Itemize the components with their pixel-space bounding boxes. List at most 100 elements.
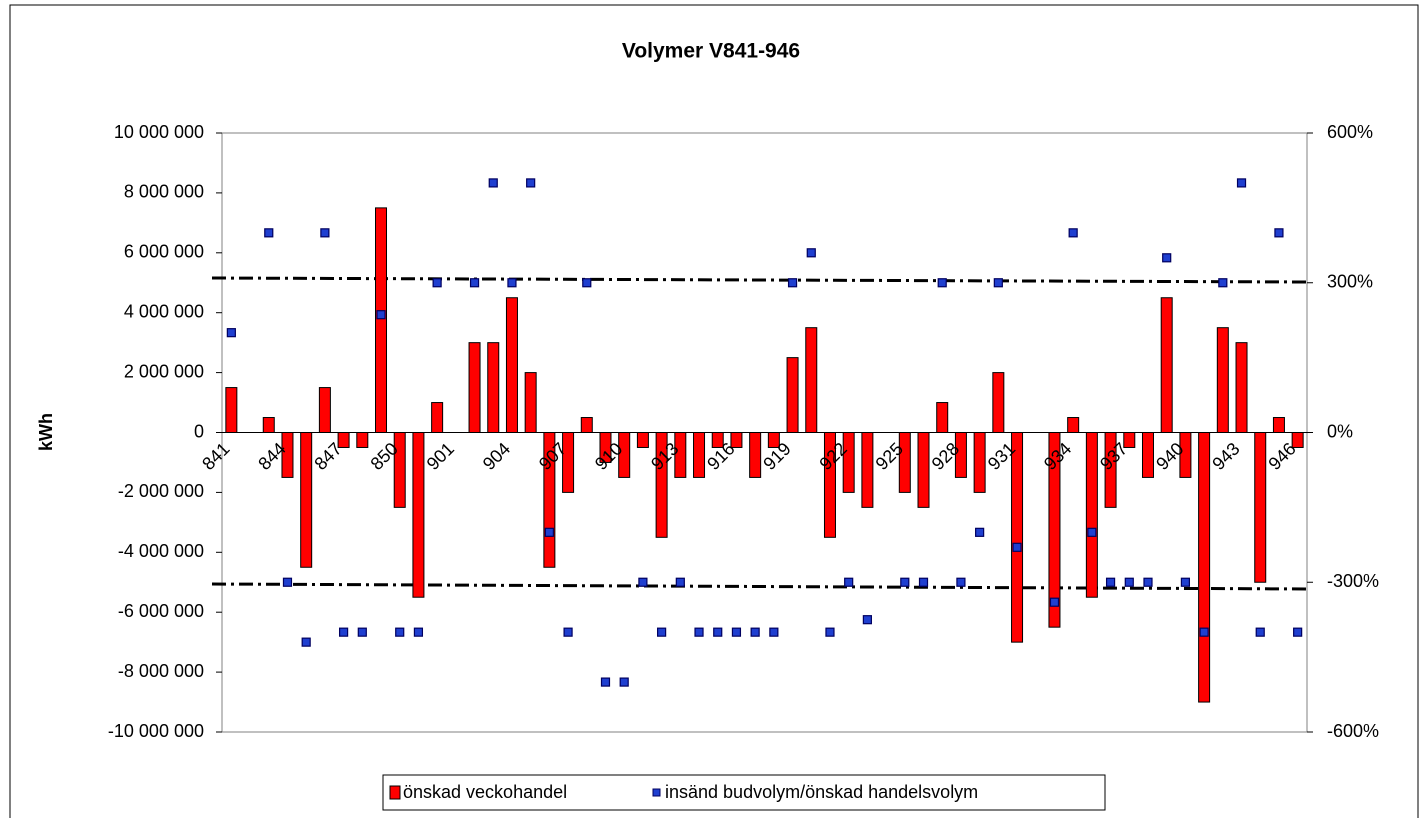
bar	[805, 327, 818, 433]
point	[900, 577, 910, 587]
point	[675, 577, 685, 587]
point	[1143, 577, 1153, 587]
point	[301, 637, 311, 647]
y-tick-label: -6 000 000	[118, 601, 204, 621]
point	[1255, 627, 1265, 637]
y-tick-label: -4 000 000	[118, 541, 204, 561]
point	[1162, 253, 1172, 263]
point	[694, 627, 704, 637]
y2-tick-label: 0%	[1327, 421, 1353, 441]
bar	[861, 432, 874, 508]
lower-threshold	[211, 582, 1308, 591]
point	[806, 248, 816, 258]
point	[1049, 597, 1060, 607]
chart-border	[9, 4, 1419, 818]
point	[395, 627, 405, 637]
bar	[917, 432, 930, 508]
bar	[1141, 432, 1154, 478]
point	[264, 228, 274, 238]
point	[1180, 577, 1191, 587]
bar	[318, 387, 331, 434]
y-tick-label: 0	[194, 421, 204, 441]
point	[638, 577, 648, 587]
point	[956, 577, 966, 587]
point	[750, 627, 760, 637]
point	[469, 278, 480, 288]
y-tick-label: 6 000 000	[124, 242, 204, 262]
bar	[842, 432, 855, 493]
bar	[505, 297, 518, 433]
point	[1293, 627, 1303, 637]
bar	[487, 342, 500, 433]
bar	[393, 432, 406, 508]
point	[488, 178, 498, 188]
bar	[562, 432, 575, 493]
y2-tick-label: -300%	[1327, 571, 1379, 591]
point	[825, 627, 835, 637]
point	[993, 278, 1003, 288]
bar	[767, 432, 780, 448]
point	[1068, 228, 1078, 238]
point	[657, 627, 667, 637]
point	[282, 577, 293, 587]
point	[432, 278, 442, 288]
point	[413, 627, 424, 637]
bar	[1235, 342, 1248, 433]
y-tick-label: 10 000 000	[114, 122, 204, 142]
bar	[543, 432, 556, 568]
y-tick-label: 8 000 000	[124, 182, 204, 202]
point	[937, 278, 947, 288]
bar	[898, 432, 911, 493]
point	[862, 615, 872, 625]
point	[1087, 527, 1097, 537]
bar	[356, 432, 369, 448]
bar	[636, 432, 649, 448]
point	[619, 677, 629, 687]
point	[226, 328, 236, 338]
upper-threshold	[211, 276, 1308, 284]
bar	[580, 417, 593, 433]
bar	[1198, 432, 1211, 703]
bar	[281, 432, 294, 478]
bar	[431, 402, 444, 433]
point	[1105, 577, 1116, 587]
point	[844, 577, 854, 587]
bar	[412, 432, 425, 598]
bar	[1160, 297, 1173, 433]
point	[769, 627, 779, 637]
y-tick-label: 2 000 000	[124, 361, 204, 381]
bar	[954, 432, 967, 478]
bar	[618, 432, 631, 478]
point	[1236, 178, 1247, 188]
bar	[1123, 432, 1136, 448]
point	[1218, 278, 1228, 288]
legend-swatch	[389, 785, 401, 800]
point	[918, 577, 929, 587]
bar	[674, 432, 687, 478]
bar	[599, 432, 612, 463]
chart-title: Volymer V841-946	[622, 40, 800, 63]
bar	[225, 387, 238, 434]
point	[357, 627, 367, 637]
point	[507, 278, 517, 288]
point	[731, 627, 742, 637]
bar	[300, 432, 313, 568]
point	[1124, 577, 1134, 587]
bar	[823, 432, 836, 538]
point	[1274, 228, 1284, 238]
bar	[973, 432, 986, 493]
legend-label: önskad veckohandel	[403, 782, 567, 802]
bar	[711, 432, 724, 448]
bar	[1216, 327, 1229, 433]
point	[582, 278, 592, 288]
point	[600, 677, 611, 687]
bar	[693, 432, 706, 478]
bar	[468, 342, 481, 433]
marks	[222, 178, 1307, 703]
bar	[524, 372, 537, 434]
y-tick-label: -10 000 000	[108, 721, 204, 741]
point	[338, 627, 349, 637]
bar	[655, 432, 668, 538]
point	[376, 310, 386, 320]
